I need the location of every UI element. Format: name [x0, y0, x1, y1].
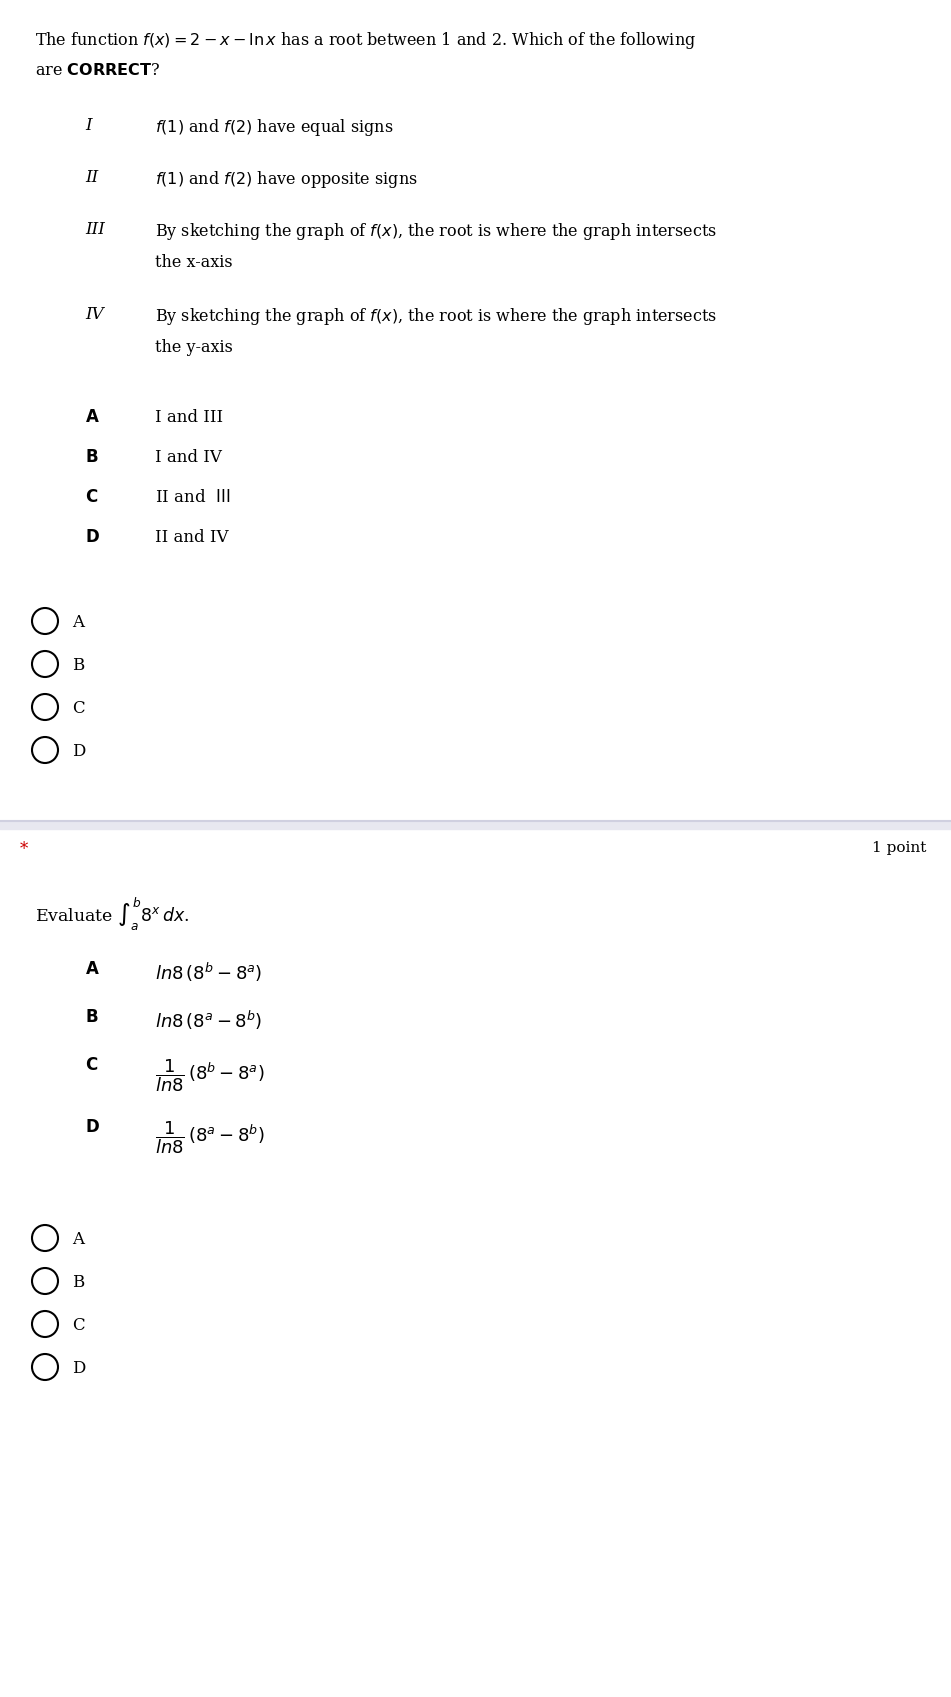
Text: By sketching the graph of $f(x)$, the root is where the graph intersects: By sketching the graph of $f(x)$, the ro… [155, 305, 717, 328]
Text: $f(1)$ and $f(2)$ have equal signs: $f(1)$ and $f(2)$ have equal signs [155, 117, 394, 137]
Text: the y-axis: the y-axis [155, 339, 233, 356]
Text: $\mathbf{B}$: $\mathbf{B}$ [85, 450, 99, 467]
Text: II: II [85, 170, 98, 187]
Text: Evaluate $\int_{a}^{b}8^x\,dx$.: Evaluate $\int_{a}^{b}8^x\,dx$. [35, 896, 189, 933]
Text: the x-axis: the x-axis [155, 255, 233, 272]
Text: II and  $\mathrm{III}$: II and $\mathrm{III}$ [155, 489, 230, 506]
Text: The function $f(x)=2-x-\ln x$ has a root between 1 and 2. Which of the following: The function $f(x)=2-x-\ln x$ has a root… [35, 31, 696, 51]
Text: $\mathbf{D}$: $\mathbf{D}$ [85, 1118, 100, 1135]
Text: are $\mathbf{CORRECT}$?: are $\mathbf{CORRECT}$? [35, 63, 160, 80]
Text: By sketching the graph of $f(x)$, the root is where the graph intersects: By sketching the graph of $f(x)$, the ro… [155, 221, 717, 243]
Text: C: C [72, 699, 85, 718]
Text: I and IV: I and IV [155, 450, 222, 467]
Text: A: A [72, 1230, 84, 1247]
Text: $f(1)$ and $f(2)$ have opposite signs: $f(1)$ and $f(2)$ have opposite signs [155, 170, 417, 190]
Text: C: C [72, 1317, 85, 1334]
Text: 1 point: 1 point [872, 842, 926, 855]
Text: II and IV: II and IV [155, 529, 228, 546]
Text: *: * [20, 842, 29, 859]
Text: B: B [72, 657, 85, 674]
Text: $\dfrac{1}{\mathit{ln}8}\,(8^b - 8^a)$: $\dfrac{1}{\mathit{ln}8}\,(8^b - 8^a)$ [155, 1057, 264, 1093]
Text: I and III: I and III [155, 409, 223, 426]
Text: D: D [72, 1359, 86, 1376]
Text: A: A [72, 614, 84, 631]
Text: $\mathbf{A}$: $\mathbf{A}$ [85, 409, 100, 426]
Text: $\mathbf{A}$: $\mathbf{A}$ [85, 961, 100, 977]
Text: $\mathbf{B}$: $\mathbf{B}$ [85, 1010, 99, 1027]
Text: $\dfrac{1}{\mathit{ln}8}\,(8^a - 8^b)$: $\dfrac{1}{\mathit{ln}8}\,(8^a - 8^b)$ [155, 1118, 264, 1156]
Text: $\mathbf{C}$: $\mathbf{C}$ [85, 489, 98, 506]
Text: B: B [72, 1274, 85, 1291]
Text: I: I [85, 117, 91, 134]
Text: $\mathit{ln}8\,(8^b - 8^a)$: $\mathit{ln}8\,(8^b - 8^a)$ [155, 961, 262, 984]
Text: III: III [85, 221, 105, 238]
Text: IV: IV [85, 305, 104, 322]
Text: $\mathbf{C}$: $\mathbf{C}$ [85, 1057, 98, 1074]
Text: D: D [72, 743, 86, 760]
Text: $\mathbf{D}$: $\mathbf{D}$ [85, 529, 100, 546]
Text: $\mathit{ln}8\,(8^a - 8^b)$: $\mathit{ln}8\,(8^a - 8^b)$ [155, 1010, 262, 1032]
